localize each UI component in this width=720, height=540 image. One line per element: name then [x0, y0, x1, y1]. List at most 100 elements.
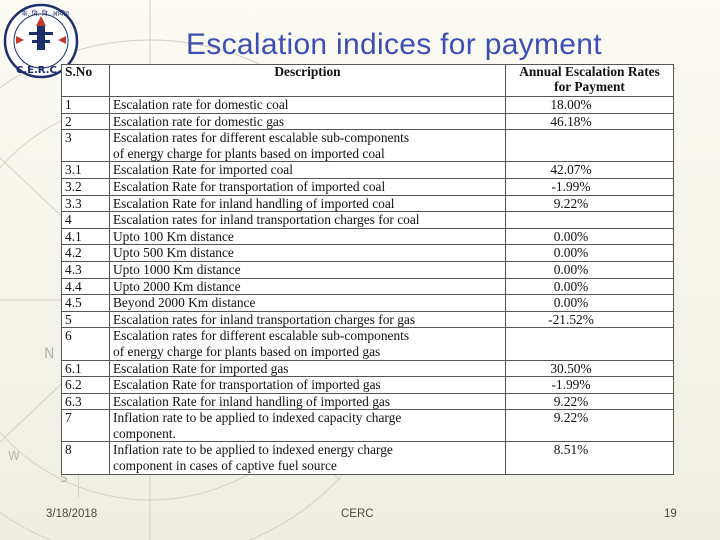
table-body: 1 Escalation rate for domestic coal 18.00%…	[61, 96, 674, 475]
cell-sno: 4.3	[61, 260, 110, 279]
table-row: 8 Inflation rate to be applied to indexed…	[61, 441, 674, 475]
table-row: 6.1 Escalation Rate for imported gas 30.50…	[61, 359, 674, 378]
description-line: Escalation rates for inland transportati…	[113, 212, 420, 228]
description-line: Escalation Rate for transportation of im…	[113, 377, 381, 393]
description-line: Escalation rate for domestic gas	[113, 113, 285, 129]
table-row: 4.3 Upto 1000 Km distance 0.00%	[61, 260, 674, 279]
description-line: Inflation rate to be applied to indexed …	[113, 410, 402, 426]
cell-rate: 0.00%	[505, 294, 674, 312]
description-line: Escalation Rate for inland handling of i…	[113, 393, 391, 409]
description-line: Escalation Rate for imported coal	[113, 162, 293, 178]
description-line: Upto 500 Km distance	[113, 245, 234, 261]
cell-description: Escalation rates for different escalable…	[109, 129, 506, 163]
cell-description: Escalation rate for domestic coal	[109, 96, 506, 114]
cell-rate: 9.22%	[505, 194, 674, 213]
description-line: Escalation Rate for imported gas	[113, 360, 289, 376]
cell-rate: -1.99%	[505, 376, 674, 394]
table-row: 6 Escalation rates for different escalabl…	[61, 327, 674, 361]
cell-rate: 8.51%	[505, 441, 674, 475]
description-line: component in cases of captive fuel sourc…	[113, 458, 337, 474]
logo-text-bottom: C.E.R.C	[16, 65, 57, 76]
cell-sno: 6	[61, 327, 110, 361]
slide-title: Escalation indices for payment	[186, 28, 602, 61]
table-row: 3.1 Escalation Rate for imported coal 42.0…	[61, 161, 674, 179]
table-row: 5 Escalation rates for inland transportat…	[61, 310, 674, 329]
cell-sno: 3.1	[61, 161, 110, 179]
header-description: Description	[109, 64, 506, 97]
cell-sno: 4.5	[61, 294, 110, 312]
cell-description: Escalation rates for inland transportati…	[109, 211, 506, 229]
cell-rate: 30.50%	[505, 359, 674, 378]
cell-description: Escalation Rate for transportation of im…	[109, 177, 506, 196]
table-row: 4 Escalation rates for inland transportat…	[61, 211, 674, 229]
cell-rate	[505, 129, 674, 163]
cell-rate: 0.00%	[505, 277, 674, 296]
escalation-table: S.No Description Annual Escalation Rates…	[61, 64, 674, 475]
cell-sno: 7	[61, 409, 110, 443]
table-row: 3.3 Escalation Rate for inland handling o…	[61, 194, 674, 213]
cell-description: Escalation rates for inland transportati…	[109, 310, 506, 329]
description-line: Upto 2000 Km distance	[113, 278, 241, 294]
cell-description: Upto 500 Km distance	[109, 244, 506, 262]
header-rate: Annual Escalation Rates for Payment	[505, 64, 674, 97]
logo-text-top: के. वि. वि. आयोग	[22, 9, 70, 18]
cell-description: Escalation rate for domestic gas	[109, 112, 506, 131]
footer-page-number: 19	[664, 508, 677, 520]
cerc-logo: के. वि. वि. आयोग C.E.R.C	[3, 3, 79, 79]
description-line: of energy charge for plants based on imp…	[113, 343, 381, 359]
cell-rate: -21.52%	[505, 310, 674, 329]
cell-description: Inflation rate to be applied to indexed …	[109, 441, 506, 475]
description-line: Escalation rates for inland transportati…	[113, 311, 416, 327]
cell-sno: 6.1	[61, 359, 110, 378]
description-line: Upto 100 Km distance	[113, 228, 234, 244]
cell-rate	[505, 211, 674, 229]
table-row: 2 Escalation rate for domestic gas 46.18%	[61, 112, 674, 131]
table-row: 7 Inflation rate to be applied to indexed…	[61, 409, 674, 443]
cell-sno: 3.2	[61, 177, 110, 196]
cell-rate: 0.00%	[505, 260, 674, 279]
description-line: Escalation rates for different escalable…	[113, 328, 410, 344]
cell-description: Upto 100 Km distance	[109, 227, 506, 246]
description-line: Upto 1000 Km distance	[113, 261, 241, 277]
cell-sno: 8	[61, 441, 110, 475]
table-row: 3.2 Escalation Rate for transportation of…	[61, 177, 674, 196]
footer-date: 3/18/2018	[46, 508, 98, 520]
description-line: Escalation Rate for inland handling of i…	[113, 195, 395, 211]
cell-description: Upto 2000 Km distance	[109, 277, 506, 296]
description-line: Escalation Rate for transportation of im…	[113, 178, 386, 194]
cell-sno: 2	[61, 112, 110, 131]
cell-rate: 0.00%	[505, 244, 674, 262]
cell-rate: 9.22%	[505, 409, 674, 443]
cell-sno: 3	[61, 129, 110, 163]
cell-rate	[505, 327, 674, 361]
cell-description: Beyond 2000 Km distance	[109, 294, 506, 312]
cell-sno: 6.3	[61, 392, 110, 411]
header-row: S.No Description Annual Escalation Rates…	[61, 64, 674, 97]
cell-rate: -1.99%	[505, 177, 674, 196]
description-line: Beyond 2000 Km distance	[113, 295, 256, 311]
cell-sno: 4.4	[61, 277, 110, 296]
table-row: 6.3 Escalation Rate for inland handling o…	[61, 392, 674, 411]
table-header: S.No Description Annual Escalation Rates…	[61, 64, 674, 97]
cell-description: Escalation Rate for inland handling of i…	[109, 392, 506, 411]
header-sno: S.No	[61, 64, 110, 97]
table-row: 3 Escalation rates for different escalabl…	[61, 129, 674, 163]
table-row: 4.5 Beyond 2000 Km distance 0.00%	[61, 294, 674, 312]
cell-sno: 4	[61, 211, 110, 229]
cell-rate: 9.22%	[505, 392, 674, 411]
cell-description: Escalation Rate for imported coal	[109, 161, 506, 179]
cell-sno: 4.2	[61, 244, 110, 262]
cell-rate: 18.00%	[505, 96, 674, 114]
cell-description: Escalation Rate for inland handling of i…	[109, 194, 506, 213]
table-row: 4.4 Upto 2000 Km distance 0.00%	[61, 277, 674, 296]
description-line: Escalation rate for domestic coal	[113, 97, 289, 112]
description-line: component.	[113, 425, 176, 441]
footer-center: CERC	[341, 508, 374, 520]
cell-rate: 0.00%	[505, 227, 674, 246]
cell-description: Escalation Rate for transportation of im…	[109, 376, 506, 394]
table-row: 4.2 Upto 500 Km distance 0.00%	[61, 244, 674, 262]
cell-rate: 46.18%	[505, 112, 674, 131]
cell-description: Inflation rate to be applied to indexed …	[109, 409, 506, 443]
cell-sno: 6.2	[61, 376, 110, 394]
cell-rate: 42.07%	[505, 161, 674, 179]
